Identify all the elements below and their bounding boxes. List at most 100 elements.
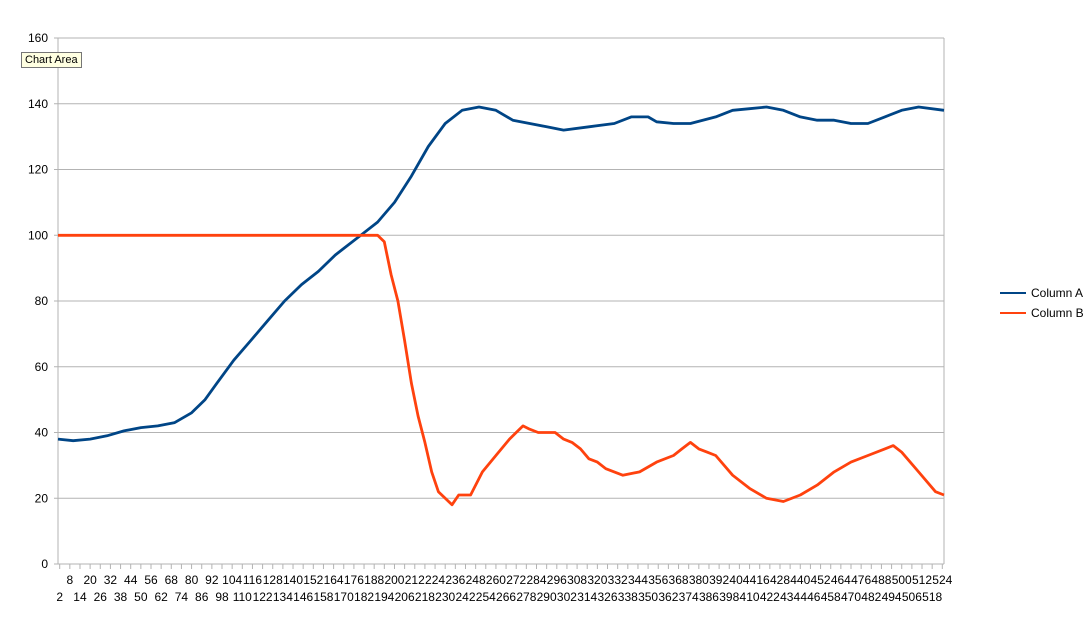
x-tick-label-56: 56: [144, 573, 158, 587]
x-tick-label-518: 518: [922, 590, 942, 604]
x-tick-label-218: 218: [415, 590, 435, 604]
y-tick-label-40: 40: [35, 426, 49, 440]
x-tick-label-32: 32: [104, 573, 118, 587]
x-tick-label-398: 398: [719, 590, 739, 604]
x-tick-label-452: 452: [811, 573, 831, 587]
x-tick-label-86: 86: [195, 590, 209, 604]
x-tick-label-308: 308: [567, 573, 587, 587]
y-axis: 0 20 40 60 80 100 120 140 160: [28, 31, 59, 571]
x-tick-label-386: 386: [699, 590, 719, 604]
x-tick-label-326: 326: [598, 590, 618, 604]
x-tick-label-428: 428: [770, 573, 790, 587]
x-tick-label-74: 74: [175, 590, 189, 604]
x-tick-label-170: 170: [334, 590, 354, 604]
x-tick-label-494: 494: [882, 590, 902, 604]
x-tick-label-146: 146: [293, 590, 313, 604]
legend: Column A Column B: [1000, 286, 1084, 320]
x-tick-label-188: 188: [364, 573, 384, 587]
x-tick-label-14: 14: [73, 590, 87, 604]
x-tick-label-80: 80: [185, 573, 199, 587]
series-line-column-b: [58, 233, 945, 507]
x-tick-label-404: 404: [729, 573, 749, 587]
y-tick-label-60: 60: [35, 360, 49, 374]
x-tick-label-194: 194: [374, 590, 394, 604]
x-tick-label-164: 164: [324, 573, 344, 587]
x-tick-label-278: 278: [516, 590, 536, 604]
x-tick-label-212: 212: [405, 573, 425, 587]
x-tick-label-158: 158: [313, 590, 333, 604]
x-tick-label-512: 512: [912, 573, 932, 587]
y-tick-label-100: 100: [28, 228, 48, 242]
x-tick-label-134: 134: [273, 590, 293, 604]
x-tick-label-20: 20: [83, 573, 97, 587]
x-tick-label-440: 440: [790, 573, 810, 587]
series-lines: [57, 105, 945, 507]
x-tick-label-248: 248: [466, 573, 486, 587]
x-tick-label-284: 284: [526, 573, 546, 587]
x-tick-label-68: 68: [165, 573, 179, 587]
x-tick-label-446: 446: [800, 590, 820, 604]
x-tick-label-302: 302: [557, 590, 577, 604]
x-tick-label-242: 242: [455, 590, 475, 604]
x-tick-label-368: 368: [669, 573, 689, 587]
x-tick-label-230: 230: [435, 590, 455, 604]
y-tick-label-0: 0: [41, 557, 48, 571]
x-tick-label-200: 200: [384, 573, 404, 587]
x-tick-label-416: 416: [750, 573, 770, 587]
x-tick-label-296: 296: [547, 573, 567, 587]
y-tick-label-160: 160: [28, 31, 48, 45]
x-tick-label-290: 290: [537, 590, 557, 604]
x-tick-label-470: 470: [841, 590, 861, 604]
x-tick-label-224: 224: [425, 573, 445, 587]
x-tick-label-392: 392: [709, 573, 729, 587]
x-tick-label-26: 26: [94, 590, 108, 604]
x-tick-label-140: 140: [283, 573, 303, 587]
x-tick-label-182: 182: [354, 590, 374, 604]
x-tick-label-92: 92: [205, 573, 219, 587]
x-tick-label-380: 380: [689, 573, 709, 587]
x-tick-label-338: 338: [618, 590, 638, 604]
x-tick-label-332: 332: [608, 573, 628, 587]
x-tick-label-176: 176: [344, 573, 364, 587]
x-tick-label-8: 8: [66, 573, 73, 587]
x-tick-label-476: 476: [851, 573, 871, 587]
x-tick-label-482: 482: [861, 590, 881, 604]
legend-label-column-b: Column B: [1031, 306, 1084, 320]
x-tick-label-410: 410: [740, 590, 760, 604]
x-tick-label-500: 500: [892, 573, 912, 587]
x-tick-label-2: 2: [56, 590, 63, 604]
x-tick-label-458: 458: [821, 590, 841, 604]
x-tick-label-62: 62: [154, 590, 168, 604]
x-tick-label-260: 260: [486, 573, 506, 587]
x-tick-label-44: 44: [124, 573, 138, 587]
x-tick-label-374: 374: [679, 590, 699, 604]
x-tick-label-524: 524: [932, 573, 952, 587]
x-tick-label-254: 254: [476, 590, 496, 604]
x-tick-label-266: 266: [496, 590, 516, 604]
x-tick-label-98: 98: [215, 590, 229, 604]
x-tick-label-464: 464: [831, 573, 851, 587]
x-tick-label-488: 488: [871, 573, 891, 587]
x-tick-label-362: 362: [658, 590, 678, 604]
x-tick-label-104: 104: [222, 573, 242, 587]
x-tick-label-272: 272: [506, 573, 526, 587]
x-tick-label-116: 116: [243, 573, 262, 587]
y-tick-label-20: 20: [35, 491, 49, 505]
x-tick-label-422: 422: [760, 590, 780, 604]
x-tick-label-350: 350: [638, 590, 658, 604]
x-tick-label-434: 434: [780, 590, 800, 604]
y-tick-label-140: 140: [28, 97, 48, 111]
x-tick-label-206: 206: [395, 590, 415, 604]
x-tick-label-38: 38: [114, 590, 128, 604]
x-tick-label-344: 344: [628, 573, 648, 587]
y-tick-label-120: 120: [28, 163, 48, 177]
x-tick-label-506: 506: [902, 590, 922, 604]
x-tick-label-110: 110: [233, 590, 252, 604]
series-line-column-a: [57, 105, 945, 443]
y-tick-label-80: 80: [35, 294, 49, 308]
x-tick-label-128: 128: [263, 573, 283, 587]
x-tick-label-236: 236: [445, 573, 465, 587]
grid-lines: [58, 37, 945, 565]
